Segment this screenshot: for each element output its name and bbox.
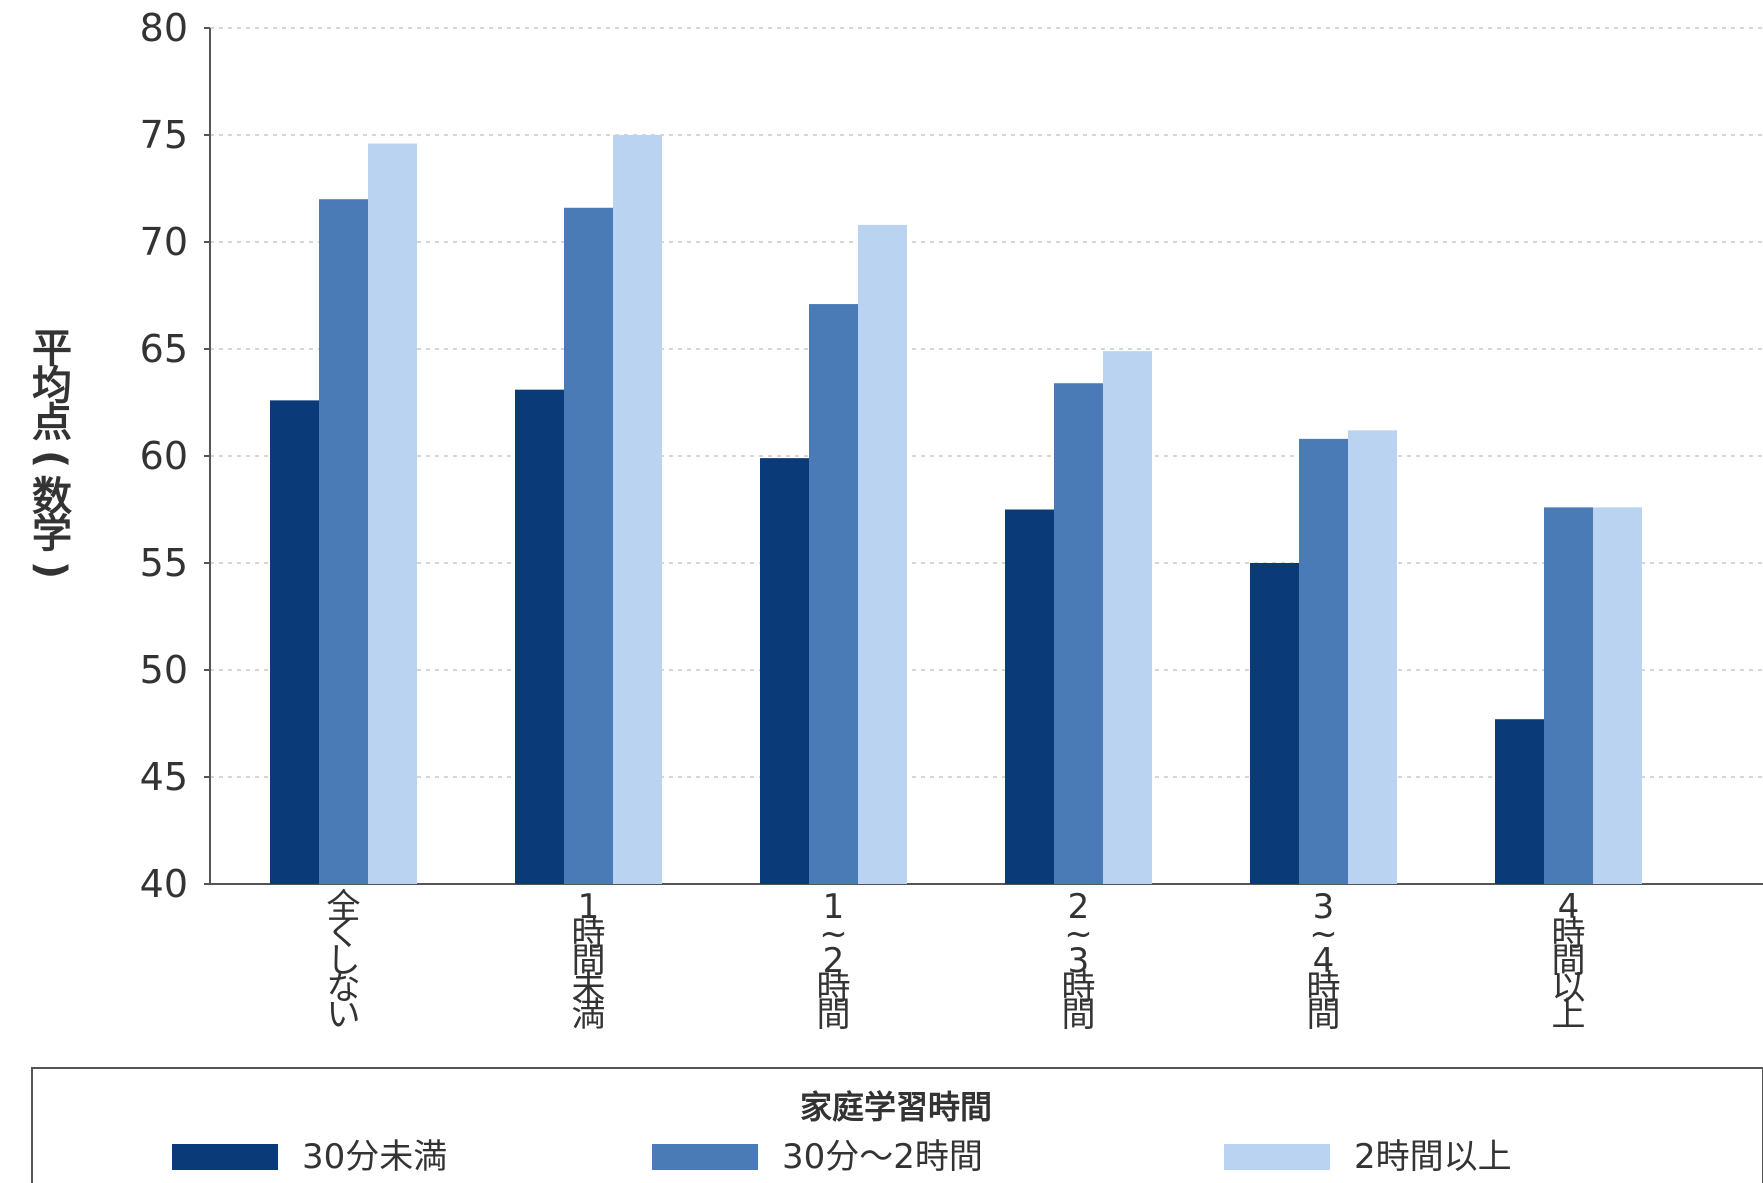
bar: [1593, 507, 1642, 884]
x-category-label-char: 全: [327, 887, 361, 927]
x-category-label-char: 時: [572, 914, 606, 954]
bar: [319, 199, 368, 884]
y-axis-label-char: 数: [32, 474, 72, 520]
x-category-label-char: 4: [1313, 941, 1335, 981]
x-category-label-char: 時: [1552, 914, 1586, 954]
x-category-label-char: 間: [572, 941, 606, 981]
bar: [1348, 430, 1397, 884]
grid-lines: [210, 27, 1763, 778]
x-category-label-char: な: [327, 968, 361, 1008]
y-axis-label-char: 均: [32, 363, 72, 409]
legend-swatch: [1224, 1144, 1330, 1170]
x-category-label-char: 3: [1068, 941, 1090, 981]
legend-swatch: [652, 1144, 758, 1170]
x-category-label-char: 4: [1558, 887, 1580, 927]
bar: [1495, 719, 1544, 884]
y-axis-label: 平均点 ( 数学): [28, 326, 74, 579]
bar: [1005, 509, 1054, 884]
bar: [613, 135, 662, 884]
y-axis-label-char: 学: [32, 511, 72, 557]
x-category-label-char: ~: [1309, 914, 1338, 954]
y-tick-label: 45: [140, 755, 188, 799]
x-category-label-char: ~: [819, 914, 848, 954]
legend-label: 30分〜2時間: [782, 1137, 983, 1177]
x-category-label-char: 間: [1307, 995, 1341, 1035]
legend-swatch: [172, 1144, 278, 1170]
bar: [1299, 438, 1348, 884]
legend-label: 30分未満: [302, 1137, 447, 1177]
y-tick-label: 65: [140, 327, 188, 371]
bar: [809, 304, 858, 884]
x-category-label-char: 上: [1552, 995, 1586, 1035]
x-category-label-char: 以: [1552, 968, 1586, 1008]
x-category-label-char: 2: [823, 941, 845, 981]
bar: [760, 458, 809, 884]
y-tick-label: 55: [140, 541, 188, 585]
legend: 家庭学習時間 30分未満 30分〜2時間 2時間以上: [31, 1067, 1763, 1183]
x-category-label-char: 時: [1062, 968, 1096, 1008]
bar: [858, 224, 907, 884]
y-tick-label: 50: [140, 648, 188, 692]
bar: [1054, 383, 1103, 884]
legend-label: 2時間以上: [1354, 1137, 1512, 1177]
x-category-label-char: 2: [1068, 887, 1090, 927]
x-category-label-char: 時: [817, 968, 851, 1008]
x-category-label-char: 1: [578, 887, 600, 927]
bar: [270, 400, 319, 884]
bar: [368, 143, 417, 884]
bar: [1250, 563, 1299, 884]
y-tick-label: 70: [140, 220, 188, 264]
y-axis-label-char: ): [28, 561, 74, 579]
y-axis-label-char: 点: [32, 400, 72, 446]
bar: [564, 207, 613, 884]
x-category-label-char: 時: [1307, 968, 1341, 1008]
x-category-label-char: 間: [817, 995, 851, 1035]
legend-box: [31, 1067, 1763, 1183]
x-category-label-char: 間: [1062, 995, 1096, 1035]
bar: [1103, 351, 1152, 884]
x-category-label-char: ~: [1064, 914, 1093, 954]
x-category-label-char: 1: [823, 887, 845, 927]
x-category-label-char: い: [327, 995, 361, 1035]
x-category-label-char: し: [327, 941, 361, 981]
x-category-label-char: 3: [1313, 887, 1335, 927]
bars: [270, 135, 1642, 884]
bar: [1544, 507, 1593, 884]
y-tick-labels: 40 45 50 55 60 65 70 75 80: [140, 6, 188, 906]
x-category-label-char: 間: [1552, 941, 1586, 981]
x-category-label-char: く: [327, 914, 361, 954]
legend-title: 家庭学習時間: [800, 1088, 992, 1126]
y-tick-label: 75: [140, 113, 188, 157]
y-axis-label-char: 平: [32, 326, 72, 372]
y-tick-label: 80: [140, 6, 188, 50]
y-tick-label: 60: [140, 434, 188, 478]
x-category-label-char: 満: [572, 995, 606, 1035]
x-category-label-char: 未: [572, 968, 606, 1008]
y-tick-label: 40: [140, 862, 188, 906]
bar: [515, 389, 564, 884]
y-axis-label-char: (: [28, 450, 74, 468]
